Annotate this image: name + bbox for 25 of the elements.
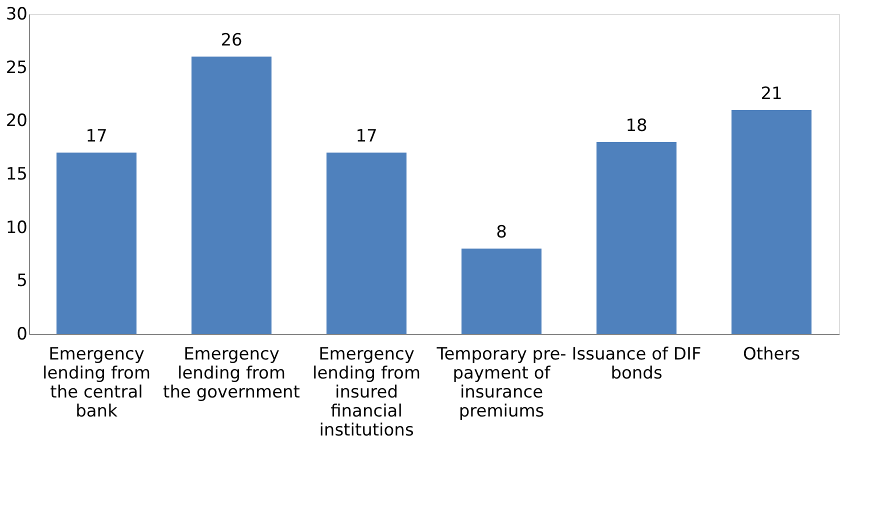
x-tick-label: Emergency lending from insured financial institutions [312,344,421,440]
x-tick-label: Others [742,344,800,364]
bar [192,56,272,334]
y-tick-label: 20 [6,111,28,132]
bar [462,248,542,334]
x-tick-label: Emergency lending from the central bank [42,344,151,422]
y-tick-label: 5 [16,271,28,292]
y-tick-label: 30 [6,4,28,24]
x-tick-label: Emergency lending from the government [163,344,300,402]
data-label: 17 [356,126,378,147]
data-label: 21 [760,84,782,104]
x-tick-label: Temporary pre-payment of insurance premiums [436,344,566,422]
bar [326,152,406,334]
y-tick-label: 10 [6,218,28,238]
bar [596,142,676,334]
x-tick-label: Issuance of DIF bonds [572,344,702,384]
data-label: 18 [626,116,648,136]
bar [732,110,812,334]
y-tick-label: 15 [6,164,28,184]
bar [56,152,136,334]
y-tick-label: 0 [16,324,28,344]
data-label: 17 [86,126,108,147]
data-label: 8 [496,222,507,243]
data-label: 26 [220,30,242,51]
y-tick-label: 25 [6,58,28,78]
